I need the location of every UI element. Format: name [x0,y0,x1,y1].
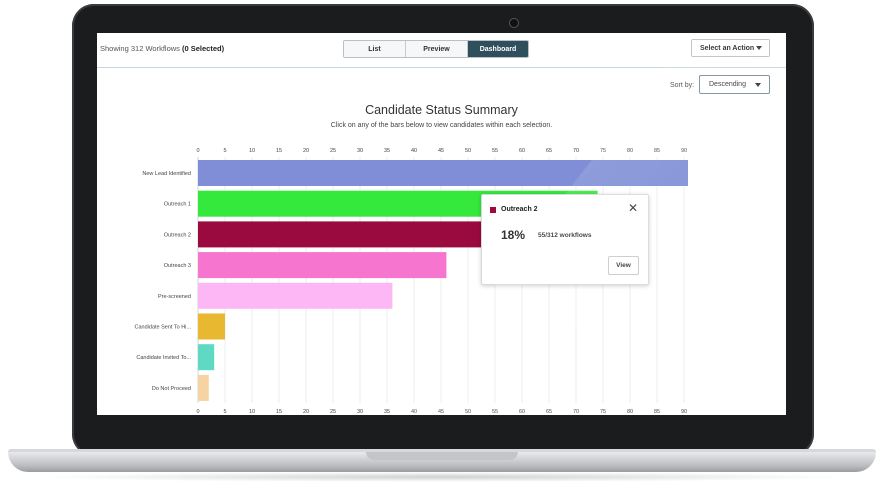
x-tick-label-top: 5 [223,148,226,154]
x-tick-label-top: 65 [546,148,552,154]
bar-chart: 0055101015152020252530303535404045455050… [135,148,688,415]
x-tick-label-bottom: 80 [627,409,633,415]
x-tick-label-top: 55 [492,148,498,154]
x-tick-label-bottom: 50 [465,409,471,415]
tab-list[interactable]: List [344,41,406,57]
y-category-label: Outreach 1 [164,202,191,208]
x-tick-label-bottom: 30 [357,409,363,415]
y-category-label: Candidate Sent To Hi... [135,325,192,331]
x-tick-label-bottom: 20 [303,409,309,415]
tab-dashboard[interactable]: Dashboard [468,41,528,57]
tab-preview[interactable]: Preview [406,41,468,57]
x-tick-label-top: 75 [600,148,606,154]
toolbar: Showing 312 Workflows (0 Selected) List … [97,33,786,68]
x-tick-label-bottom: 45 [438,409,444,415]
x-tick-label-bottom: 90 [681,409,687,415]
x-tick-label-bottom: 70 [573,409,579,415]
bar[interactable] [198,221,495,248]
laptop-base [8,452,876,472]
x-tick-label-top: 50 [465,148,471,154]
x-tick-label-bottom: 35 [384,409,390,415]
workflow-count-text: Showing 312 Workflows [100,44,180,53]
bar[interactable] [198,282,393,309]
y-category-label: Outreach 3 [164,263,191,269]
bar[interactable] [198,313,225,340]
tooltip-title: Outreach 2 [501,206,538,213]
x-tick-label-top: 10 [249,148,255,154]
close-icon[interactable]: ✕ [628,201,639,215]
x-tick-label-top: 15 [276,148,282,154]
chevron-down-icon [755,83,761,87]
select-action-label: Select an Action [700,44,755,52]
x-tick-label-bottom: 15 [276,409,282,415]
bar[interactable] [198,344,215,371]
y-category-label: New Lead Identified [142,171,191,177]
x-tick-label-top: 25 [330,148,336,154]
y-category-label: Do Not Proceed [152,386,191,392]
x-tick-label-top: 60 [519,148,525,154]
view-switcher: List Preview Dashboard [343,40,529,58]
y-category-label: Candidate Invited To... [136,355,191,361]
x-tick-label-top: 70 [573,148,579,154]
tooltip-swatch [490,207,496,213]
x-tick-label-top: 45 [438,148,444,154]
view-button[interactable]: View [608,256,639,275]
x-tick-label-top: 40 [411,148,417,154]
x-tick-label-bottom: 0 [196,409,199,415]
y-category-label: Outreach 2 [164,232,191,238]
sort-value: Descending [709,81,746,88]
tooltip-percent: 18% [501,228,526,242]
x-tick-label-top: 80 [627,148,633,154]
camera-icon [509,18,519,28]
laptop-notch [366,452,518,460]
x-tick-label-top: 30 [357,148,363,154]
y-category-label: Pre-screened [158,294,191,300]
x-tick-label-top: 35 [384,148,390,154]
x-tick-label-top: 85 [654,148,660,154]
chart-subtitle: Click on any of the bars below to view c… [330,122,553,129]
x-tick-label-bottom: 60 [519,409,525,415]
x-tick-label-bottom: 55 [492,409,498,415]
sort-label: Sort by: [670,82,695,89]
x-tick-label-bottom: 40 [411,409,417,415]
tooltip-count: 55/312 workflows [538,232,592,239]
selected-count: (0 Selected) [182,44,225,53]
app-screen: Showing 312 Workflows (0 Selected) List … [97,33,786,415]
x-tick-label-bottom: 75 [600,409,606,415]
workflow-count: Showing 312 Workflows (0 Selected) [100,44,224,53]
x-tick-label-top: 20 [303,148,309,154]
x-tick-label-bottom: 5 [223,409,226,415]
bar-tooltip: Outreach 2 ✕ 18% 55/312 workflows View [481,194,649,285]
bar[interactable] [198,160,688,186]
x-tick-label-bottom: 65 [546,409,552,415]
chevron-down-icon [756,46,762,50]
x-tick-label-bottom: 10 [249,409,255,415]
select-action-dropdown[interactable]: Select an Action [691,39,770,57]
x-tick-label-top: 0 [196,148,199,154]
chart-title: Candidate Status Summary [365,103,518,117]
x-tick-label-bottom: 25 [330,409,336,415]
x-tick-label-top: 90 [681,148,687,154]
laptop-shadow [30,472,854,482]
bar[interactable] [198,374,209,401]
bar[interactable] [198,252,447,279]
x-tick-label-bottom: 85 [654,409,660,415]
sort-dropdown[interactable]: Descending [699,75,770,94]
